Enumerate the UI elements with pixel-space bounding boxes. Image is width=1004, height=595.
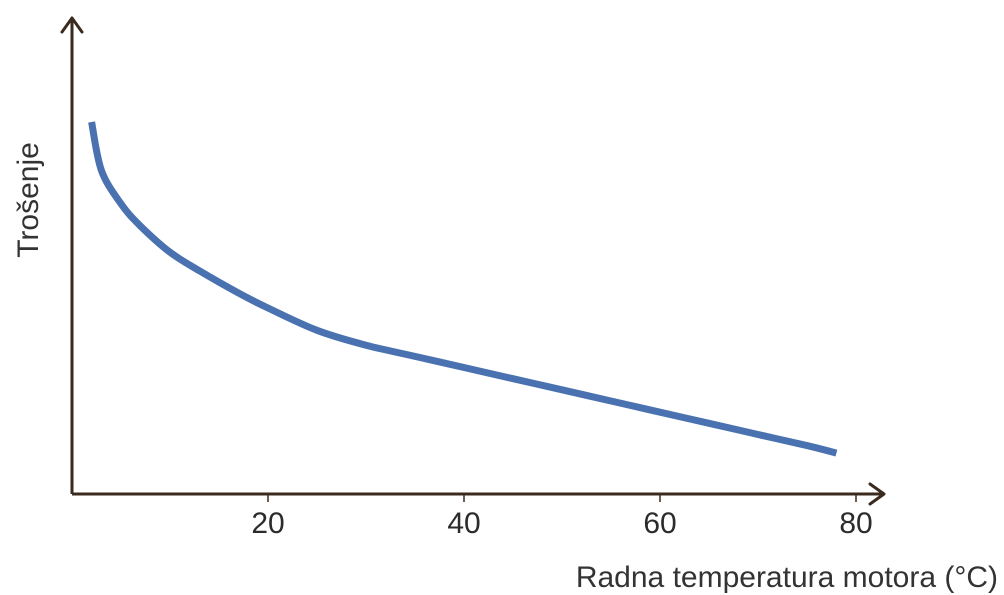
series-group	[88, 121, 838, 457]
x-tick-label: 40	[447, 507, 480, 540]
x-tick-label: 20	[251, 507, 284, 540]
x-axis-arrow	[868, 482, 886, 506]
y-axis	[60, 16, 84, 494]
x-axis	[72, 482, 886, 506]
x-tick-label: 60	[643, 507, 676, 540]
x-tick-label: 80	[839, 507, 872, 540]
series-line	[88, 121, 838, 457]
x-axis-title: Radna temperatura motora (°C)	[576, 561, 998, 594]
x-ticks: 20 40 60 80	[251, 494, 873, 540]
y-axis-arrow	[60, 16, 84, 34]
y-axis-title: Trošenje	[12, 142, 45, 258]
